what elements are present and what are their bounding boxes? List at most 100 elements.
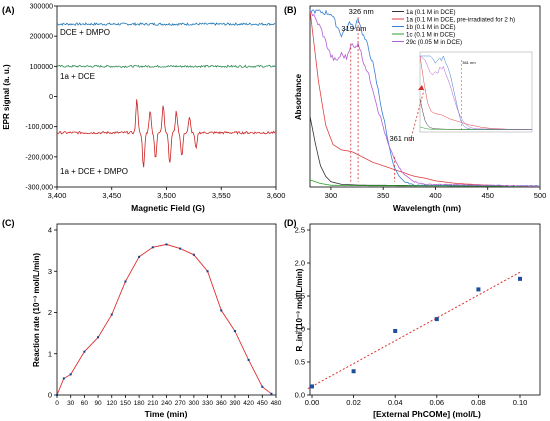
scatter-point — [476, 287, 481, 292]
x-tick-label-d: 0.10 — [513, 398, 528, 407]
rate-point — [69, 373, 72, 376]
rate-point — [97, 336, 100, 339]
x-tick-label-c: 240 — [161, 400, 172, 407]
x-tick-label-a: 3,500 — [157, 191, 176, 200]
panel-d-frame — [309, 223, 541, 396]
inset-series-1 — [419, 98, 533, 130]
legend-label-b-2: 1a (0.1 M in DCE, pre-irradiated for 2 h… — [406, 17, 515, 24]
legend-label-a-1: DCE + DMPO — [60, 28, 110, 37]
x-tick-label-c: 60 — [81, 400, 89, 407]
x-tick-label-c: 450 — [257, 400, 268, 407]
x-tick-label-c: 390 — [230, 400, 241, 407]
x-tick-label-c: 180 — [134, 400, 145, 407]
y-axis-label-b: Absorbance — [294, 73, 303, 120]
x-tick-label-d: 0.00 — [305, 398, 320, 407]
inset-series-4 — [419, 126, 533, 130]
x-tick-label-c: 420 — [243, 400, 254, 407]
uv-series-4 — [309, 179, 540, 187]
rate-point — [247, 358, 250, 361]
rate-point — [56, 394, 58, 396]
x-tick-label-c: 150 — [120, 400, 131, 407]
x-tick-label-c: 90 — [94, 400, 102, 407]
x-axis-label-b: Wavelength (nm) — [393, 203, 461, 213]
annot-326: 326 nm — [349, 7, 374, 16]
rate-point — [62, 377, 65, 380]
panel-c-frame — [56, 223, 277, 396]
legend-label-b-3: 1b (0.1 M in DCE) — [406, 24, 456, 31]
legend-label-b-4: 1c (0.1 M in DCE) — [406, 32, 455, 39]
x-tick-label-b: 300 — [325, 191, 338, 200]
x-tick-label-d: 0.04 — [388, 398, 403, 407]
panel-label-a: (A) — [2, 5, 15, 15]
y-axis-label-a: EPR signal (a. u.) — [2, 64, 11, 130]
y-tick-label-a: -200,000 — [25, 154, 53, 161]
x-tick-label-b: 500 — [534, 191, 547, 200]
rate-point — [206, 270, 209, 273]
y-tick-label-a: 0 — [49, 94, 53, 101]
x-tick-label-c: 360 — [216, 400, 227, 407]
x-tick-label-d: 0.02 — [346, 398, 361, 407]
x-tick-label-c: 0 — [55, 400, 59, 407]
rate-point — [83, 350, 86, 353]
inset-series-2 — [419, 55, 533, 131]
annot-361: 361 nm — [389, 134, 414, 143]
panel-d: (D) 0.00 0.02 0.04 0.06 0.08 0.10 0.0 0.5 1.0 1.5… — [284, 218, 541, 419]
x-tick-label-d: 0.08 — [471, 398, 486, 407]
x-tick-label-a: 3,600 — [267, 191, 286, 200]
rate-point — [270, 392, 273, 395]
panel-b: (B) 300 350 400 450 500 326 nm 319 nm 361 nm 1… — [284, 5, 546, 213]
legend-label-b-1: 1a (0.1 M in DCE) — [406, 9, 456, 16]
epr-series-3 — [56, 99, 276, 168]
y-tick-label-c: 4 — [48, 226, 52, 235]
x-tick-label-a: 3,400 — [48, 191, 67, 200]
rate-line — [56, 243, 272, 396]
x-tick-label-c: 480 — [271, 400, 282, 407]
fit-line — [307, 271, 521, 390]
panel-c: (C) 0 30 60 90 120 150 180 210 240 270 300 330 360 39… — [2, 218, 282, 419]
panel-label-b: (B) — [284, 5, 297, 15]
rate-point — [261, 385, 264, 388]
y-axis-label-c: Reaction rate (10⁻³ mol/L/min) — [32, 253, 41, 367]
y-tick-label-c: 1 — [48, 349, 52, 358]
y-tick-label-d: 0.0 — [295, 391, 305, 400]
panel-b-frame — [309, 5, 541, 188]
scatter-point — [434, 317, 439, 322]
x-tick-label-a: 3,550 — [212, 191, 231, 200]
y-tick-label-d: 2.5 — [295, 226, 305, 235]
scatter-point — [393, 328, 398, 333]
annot-319: 319 nm — [341, 24, 366, 33]
legend-label-a-2: 1a + DCE — [60, 72, 95, 81]
rate-point — [151, 246, 154, 249]
y-tick-label-a: -100,000 — [25, 124, 53, 131]
y-tick-label-a: 300000 — [30, 4, 53, 11]
scatter-point — [518, 276, 522, 281]
y-tick-label-c: 2 — [48, 308, 52, 317]
epr-series-1 — [56, 22, 276, 27]
panel-label-d: (D) — [284, 218, 297, 228]
x-axis-label-a: Magnetic Field (G) — [131, 203, 205, 213]
y-tick-label-a: 100000 — [30, 64, 53, 71]
epr-series-2 — [56, 64, 276, 69]
y-tick-label-d: 2.0 — [295, 259, 305, 268]
inset-series-3 — [420, 55, 533, 130]
rate-point — [165, 243, 168, 246]
y-tick-label-a: 200000 — [30, 34, 53, 41]
x-tick-label-c: 330 — [202, 400, 213, 407]
x-tick-label-c: 270 — [175, 400, 186, 407]
rate-point — [233, 330, 236, 333]
x-tick-label-b: 400 — [429, 191, 442, 200]
inset-frame — [419, 51, 533, 133]
inset-series-5 — [419, 55, 533, 130]
y-axis-label-d: R_ini (10⁻³ mol/L/min) — [295, 268, 304, 351]
rate-point — [220, 309, 223, 312]
scatter-point — [351, 369, 356, 374]
panel-a: (A) 3,400 3,450 3,500 3,550 3,600 300000 20000… — [2, 4, 285, 214]
x-tick-label-c: 30 — [67, 400, 75, 407]
y-tick-label-d: 1.5 — [295, 292, 305, 301]
x-axis-label-d: [External PhCOMe] (mol/L) — [373, 409, 481, 419]
scatter-point — [310, 384, 314, 389]
rate-point — [192, 253, 195, 256]
inset-pointer — [409, 89, 425, 142]
y-tick-label-a: -300,000 — [25, 185, 53, 192]
